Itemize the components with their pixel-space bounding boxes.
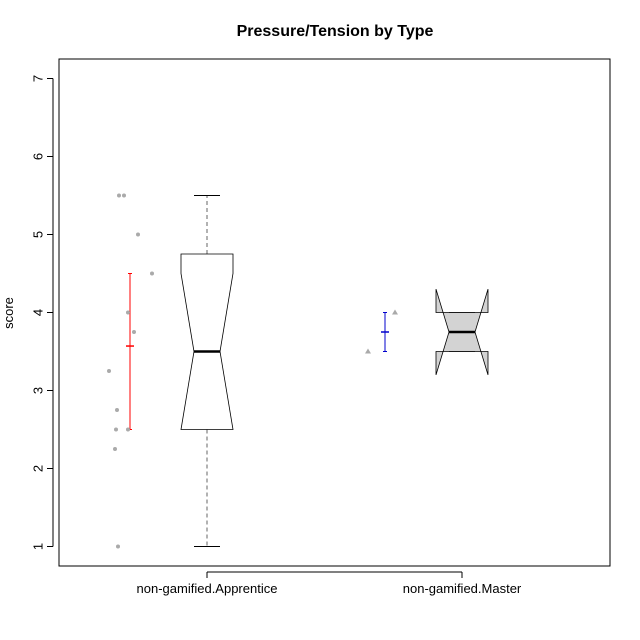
box-groups bbox=[107, 193, 489, 549]
y-axis: 1 2 3 4 5 6 7 bbox=[31, 75, 54, 550]
data-point bbox=[114, 427, 118, 432]
data-point bbox=[126, 427, 130, 432]
y-tick-label: 7 bbox=[31, 75, 46, 82]
plot-frame bbox=[58, 58, 611, 567]
x-axis: non-gamified.Apprentice non-gamified.Mast… bbox=[137, 571, 522, 596]
data-point bbox=[132, 330, 136, 334]
group-1 bbox=[107, 193, 234, 549]
group-2 bbox=[365, 288, 489, 376]
data-point bbox=[150, 271, 154, 276]
y-tick-label: 6 bbox=[31, 153, 46, 160]
data-point bbox=[107, 369, 111, 373]
notched-box bbox=[180, 253, 234, 430]
data-point bbox=[116, 544, 120, 549]
y-tick-label: 2 bbox=[31, 465, 46, 472]
data-point bbox=[392, 309, 398, 315]
data-point bbox=[117, 193, 121, 198]
x-tick-label: non-gamified.Master bbox=[403, 581, 522, 596]
data-point bbox=[113, 447, 117, 451]
data-point bbox=[115, 408, 119, 412]
y-tick-label: 3 bbox=[31, 387, 46, 394]
y-tick-label: 4 bbox=[31, 309, 46, 316]
x-tick-label: non-gamified.Apprentice bbox=[137, 581, 278, 596]
y-tick-label: 1 bbox=[31, 543, 46, 550]
y-axis-label: score bbox=[1, 297, 16, 329]
chart-title: Pressure/Tension by Type bbox=[237, 23, 434, 40]
data-point bbox=[122, 193, 126, 198]
data-point bbox=[136, 232, 140, 237]
data-point bbox=[365, 348, 371, 354]
data-point bbox=[126, 310, 130, 315]
y-tick-label: 5 bbox=[31, 231, 46, 238]
